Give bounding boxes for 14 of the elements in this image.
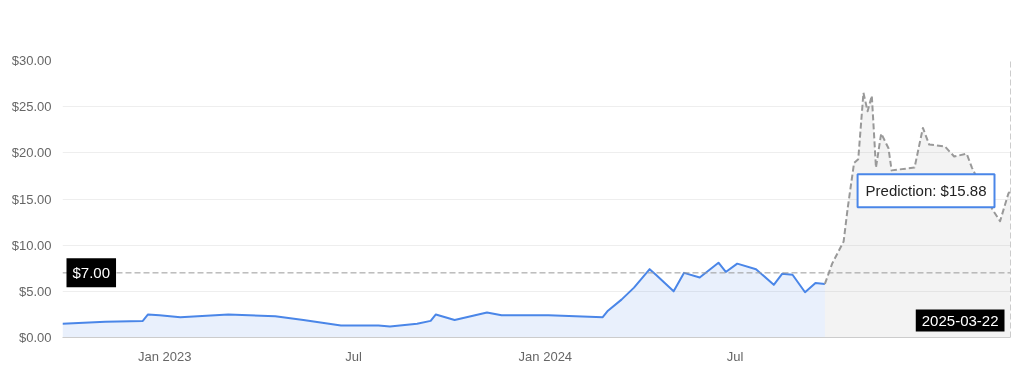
ref-line-label: $7.00 [72,264,111,282]
y-tick-label: $30.00 [11,53,52,68]
y-tick-label: $15.00 [11,191,52,207]
annotation: Prediction: $15.88 [865,182,987,200]
y-tick-label: $25.00 [11,99,52,115]
x-tick-label: Jul [345,348,362,364]
x-tick-label: Jan 2023 [137,348,192,364]
y-tick-label: $10.00 [11,237,52,253]
x-tick-label: Jul [726,348,744,364]
ref-line-label: 2025-03-22 [921,311,999,329]
y-tick-label: $20.00 [11,145,52,161]
y-tick-label: $5.00 [18,283,52,299]
y-tick-label: $0.00 [18,330,52,345]
x-tick-label: Jan 2024 [518,348,573,364]
